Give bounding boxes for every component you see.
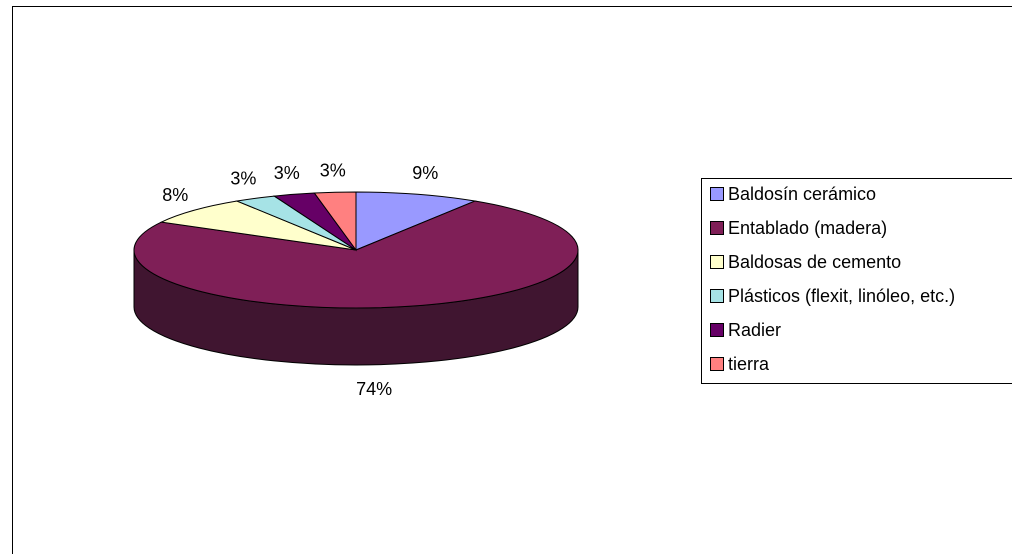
pie-slice-tierra [313,191,357,252]
data-label-tierra: 3% [320,160,346,180]
legend-label-baldosas-de-cemento: Baldosas de cemento [728,252,901,272]
legend-swatch-plasticos-flexit-linoleo-etc [710,289,724,303]
legend-label-radier: Radier [728,320,781,340]
pie-slice-baldosin-ceramico [355,191,477,251]
legend-swatch-tierra [710,357,724,371]
data-label-baldosas-de-cemento: 8% [162,185,188,205]
data-label-radier: 3% [274,163,300,183]
legend-swatch-baldosas-de-cemento [710,255,724,269]
legend-label-tierra: tierra [728,354,770,374]
data-label-entablado-madera: 74% [356,379,392,399]
legend-label-baldosin-ceramico: Baldosín cerámico [728,184,876,204]
data-label-plasticos-flexit-linoleo-etc: 3% [230,169,256,189]
legend-swatch-baldosin-ceramico [710,187,724,201]
pie-slice-entablado-madera [133,200,579,309]
legend-box [701,178,1012,384]
legend: Baldosín cerámico Entablado (madera) Baldo… [701,178,1012,384]
pie-slices [133,191,579,309]
legend-swatch-entablado-madera [710,221,724,235]
legend-label-plasticos-flexit-linoleo-etc: Plásticos (flexit, linóleo, etc.) [728,286,955,306]
pie-data-labels: 9% 74% 8% 3% 3% 3% [162,160,438,399]
legend-swatch-radier [710,323,724,337]
legend-label-entablado-madera: Entablado (madera) [728,218,887,238]
data-label-baldosin-ceramico: 9% [412,163,438,183]
pie-slice-baldosas-de-cemento [159,200,357,251]
